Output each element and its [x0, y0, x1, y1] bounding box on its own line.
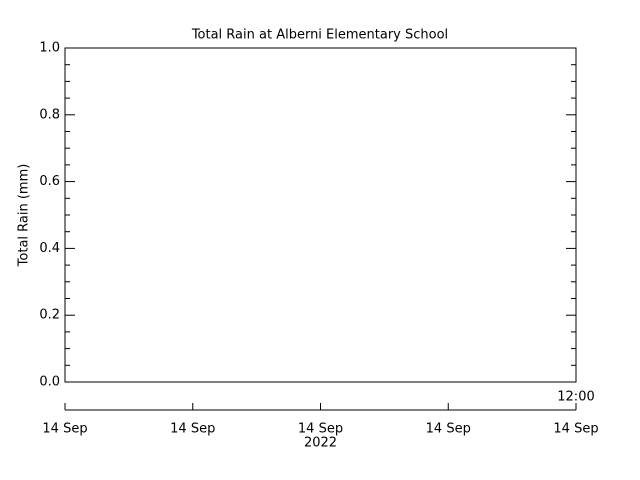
- x-tick-label: 14 Sep: [42, 422, 87, 437]
- x-year-label: 2022: [304, 436, 337, 451]
- x-tick-label: 14 Sep: [170, 422, 215, 437]
- y-tick-label: 0.2: [39, 308, 60, 323]
- x-tick-label: 14 Sep: [298, 422, 343, 437]
- y-tick-label: 0.0: [39, 375, 60, 390]
- x-end-label: 12:00: [557, 390, 594, 405]
- y-tick-label: 0.6: [39, 174, 60, 189]
- y-axis-label: Total Rain (mm): [17, 164, 32, 268]
- plot-frame: [64, 47, 577, 383]
- x-tick-label: 14 Sep: [553, 422, 598, 437]
- chart-title: Total Rain at Alberni Elementary School: [191, 28, 448, 43]
- y-tick-label: 0.8: [39, 107, 60, 122]
- y-tick-label: 1.0: [39, 41, 60, 56]
- x-tick-label: 14 Sep: [426, 422, 471, 437]
- y-tick-label: 0.4: [39, 241, 60, 256]
